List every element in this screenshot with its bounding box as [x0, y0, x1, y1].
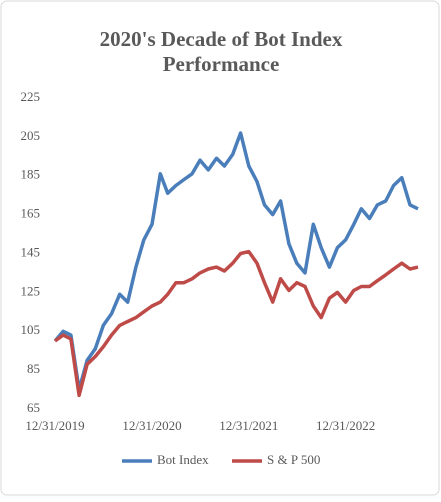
- series-line: [53, 131, 419, 392]
- y-tick-label: 225: [21, 89, 41, 104]
- x-tick-label: 12/31/2020: [122, 418, 181, 433]
- x-tick-label: 12/31/2021: [219, 418, 278, 433]
- y-tick-label: 165: [21, 206, 41, 221]
- x-tick-label: 12/31/2019: [25, 418, 84, 433]
- legend-label: Bot Index: [157, 452, 209, 467]
- chart-title: Performance: [163, 52, 280, 76]
- legend-label: S & P 500: [267, 452, 320, 467]
- y-tick-label: 105: [21, 322, 41, 337]
- chart-title: 2020's Decade of Bot Index: [100, 27, 343, 51]
- y-tick-label: 125: [21, 283, 41, 298]
- x-tick-label: 12/31/2022: [316, 418, 375, 433]
- y-tick-label: 145: [21, 244, 41, 259]
- y-tick-label: 65: [27, 400, 40, 415]
- y-tick-label: 185: [21, 167, 41, 182]
- series-line: [53, 249, 419, 398]
- y-tick-label: 205: [21, 128, 41, 143]
- y-tick-label: 85: [27, 361, 40, 376]
